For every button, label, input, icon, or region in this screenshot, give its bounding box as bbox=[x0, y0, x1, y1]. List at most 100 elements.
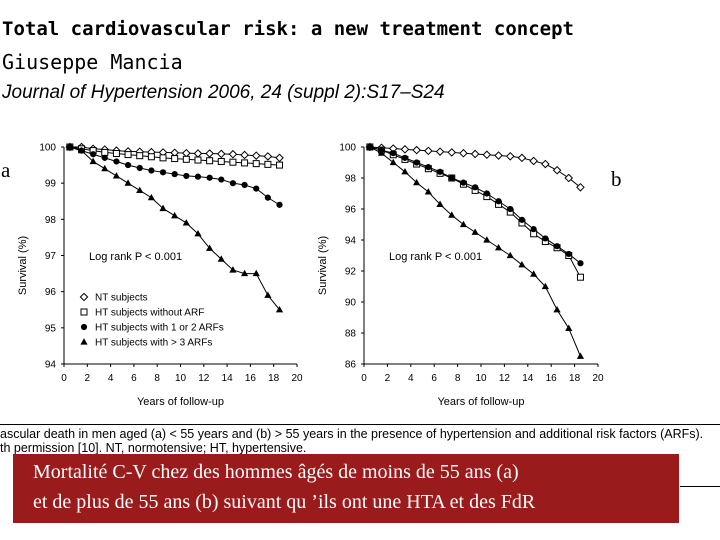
data-point bbox=[576, 182, 585, 192]
y-tick-label: 95 bbox=[45, 323, 57, 334]
y-tick-label: 98 bbox=[345, 174, 357, 185]
y-tick-label: 98 bbox=[45, 215, 57, 226]
data-point bbox=[124, 179, 132, 186]
data-point bbox=[448, 174, 455, 182]
data-point bbox=[229, 266, 237, 273]
data-point bbox=[241, 181, 248, 189]
data-point bbox=[217, 157, 225, 165]
data-point bbox=[124, 151, 132, 159]
data-point bbox=[482, 150, 492, 160]
data-point bbox=[495, 198, 502, 205]
data-point bbox=[553, 305, 561, 313]
data-point bbox=[565, 250, 572, 258]
data-point bbox=[400, 145, 410, 154]
x-axis-label: Years of follow-up bbox=[437, 396, 524, 408]
data-point bbox=[542, 235, 549, 242]
data-point bbox=[276, 201, 283, 208]
data-point bbox=[483, 190, 490, 197]
data-point bbox=[494, 243, 503, 251]
data-point bbox=[518, 261, 526, 268]
data-point bbox=[101, 148, 109, 156]
data-point bbox=[159, 204, 167, 212]
legend-marker bbox=[80, 308, 88, 316]
chart-panel-b: 86 88 90 92 94 96 98 100 0 2 4 6 8 10 12 14 16 18 20 Years … bbox=[317, 143, 604, 409]
series-3 bbox=[66, 143, 283, 208]
data-point bbox=[448, 211, 456, 218]
data-point bbox=[275, 153, 284, 163]
y-tick-label: 100 bbox=[339, 143, 356, 154]
data-point bbox=[471, 228, 479, 235]
legend-label: HT subjects with 1 or 2 ARFs bbox=[95, 323, 224, 334]
x-axis-label: Years of follow-up bbox=[137, 396, 224, 408]
data-point bbox=[240, 269, 249, 277]
data-point bbox=[436, 168, 444, 175]
data-point bbox=[576, 352, 585, 359]
data-point bbox=[124, 161, 132, 169]
data-point bbox=[101, 164, 109, 172]
series-3 bbox=[366, 143, 584, 267]
data-point bbox=[159, 169, 167, 176]
data-point bbox=[541, 282, 549, 290]
figure-caption-line-1: ascular death in men aged (a) < 55 years… bbox=[0, 427, 704, 441]
x-tick-label: 18 bbox=[268, 373, 280, 384]
journal-citation: Journal of Hypertension 2006, 24 (suppl … bbox=[2, 82, 445, 103]
data-point bbox=[377, 149, 386, 156]
data-point bbox=[389, 158, 397, 166]
data-point bbox=[460, 179, 467, 186]
data-point bbox=[276, 161, 284, 169]
x-tick-label: 0 bbox=[361, 373, 367, 384]
legend-label: NT subjects bbox=[95, 293, 148, 304]
data-point bbox=[182, 148, 191, 158]
legend-marker bbox=[80, 323, 88, 331]
page-title: Total cardiovascular risk: a new treatme… bbox=[2, 18, 574, 40]
x-tick-label: 0 bbox=[61, 373, 67, 384]
data-point bbox=[206, 244, 214, 251]
x-tick-label: 12 bbox=[499, 373, 511, 384]
data-point bbox=[251, 151, 261, 160]
x-tick-label: 14 bbox=[522, 373, 534, 384]
data-point bbox=[436, 200, 444, 207]
x-tick-label: 16 bbox=[546, 373, 558, 384]
y-tick-label: 86 bbox=[345, 360, 357, 371]
data-point bbox=[183, 172, 190, 180]
y-axis-label: Survival (%) bbox=[317, 236, 329, 295]
caption-top-rule bbox=[0, 424, 720, 425]
x-tick-label: 6 bbox=[431, 373, 437, 384]
x-tick-label: 8 bbox=[154, 373, 160, 384]
data-point bbox=[229, 180, 237, 187]
data-point bbox=[530, 270, 538, 277]
panel-label-b: b bbox=[611, 167, 622, 191]
caption-side-rule bbox=[680, 486, 720, 487]
data-point bbox=[576, 273, 584, 281]
data-point bbox=[507, 205, 514, 213]
data-point bbox=[159, 154, 167, 162]
data-point bbox=[264, 291, 272, 298]
data-point bbox=[136, 164, 143, 172]
x-tick-label: 18 bbox=[569, 373, 581, 384]
legend: NT subjects HT subjects without ARF HT sub… bbox=[79, 293, 224, 349]
data-point bbox=[229, 158, 237, 166]
log-rank-annotation: Log rank P < 0.001 bbox=[389, 251, 482, 263]
data-point bbox=[459, 148, 468, 158]
data-point bbox=[240, 150, 249, 160]
series-2 bbox=[66, 143, 284, 169]
data-point bbox=[424, 188, 432, 195]
data-point bbox=[470, 149, 480, 159]
data-point bbox=[147, 193, 155, 201]
y-tick-label: 92 bbox=[345, 267, 357, 278]
author-name: Giuseppe Mancia bbox=[2, 50, 183, 74]
legend-marker bbox=[80, 338, 88, 345]
data-point bbox=[459, 220, 468, 228]
data-point bbox=[541, 159, 550, 169]
x-tick-label: 16 bbox=[245, 373, 257, 384]
y-tick-label: 99 bbox=[45, 179, 57, 190]
data-point bbox=[494, 151, 503, 160]
x-tick-label: 2 bbox=[385, 373, 391, 384]
data-point bbox=[565, 324, 573, 331]
x-tick-label: 20 bbox=[592, 373, 604, 384]
data-point bbox=[136, 152, 144, 160]
data-point bbox=[390, 150, 397, 157]
data-point bbox=[77, 146, 86, 154]
y-tick-label: 90 bbox=[345, 298, 357, 309]
data-point bbox=[90, 151, 97, 158]
